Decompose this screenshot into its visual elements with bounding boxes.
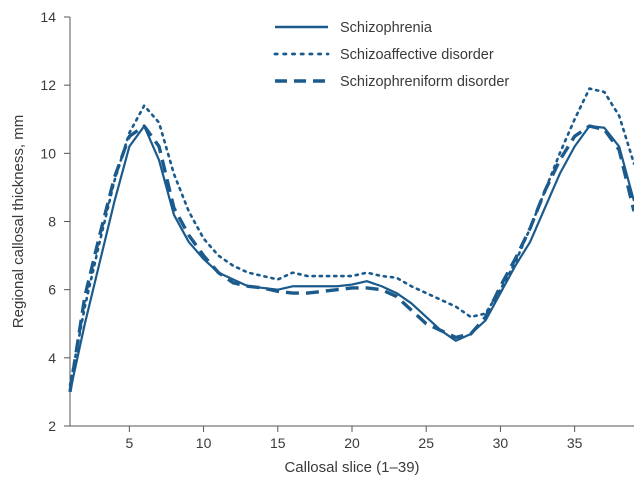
y-tick-label: 2 bbox=[48, 418, 56, 434]
series-line-2 bbox=[68, 87, 634, 387]
legend-label-1: Schizophrenia bbox=[340, 20, 433, 36]
legend-label-3: Schizophreniform disorder bbox=[340, 74, 509, 90]
y-tick-label: 6 bbox=[48, 282, 56, 298]
x-tick-label: 5 bbox=[125, 435, 133, 451]
y-tick-label: 10 bbox=[40, 145, 56, 161]
series-line-1 bbox=[68, 124, 634, 393]
y-axis-title: Regional callosal thickness, mm bbox=[10, 115, 27, 328]
x-tick-label: 35 bbox=[567, 435, 583, 451]
x-tick-label: 10 bbox=[196, 435, 212, 451]
series-layer bbox=[68, 87, 634, 393]
x-tick-label: 15 bbox=[270, 435, 286, 451]
legend: Schizophrenia Schizoaffective disorder Sch… bbox=[273, 20, 509, 90]
legend-label-2: Schizoaffective disorder bbox=[340, 47, 494, 63]
axes: 2 4 6 8 10 12 14 5 10 15 20 25 30 35 bbox=[40, 9, 634, 451]
x-tick-label: 20 bbox=[344, 435, 360, 451]
x-tick-label: 25 bbox=[418, 435, 434, 451]
y-tick-label: 14 bbox=[40, 9, 56, 25]
series-line-3 bbox=[68, 124, 634, 393]
x-tick-label: 30 bbox=[493, 435, 509, 451]
y-tick-label: 8 bbox=[48, 214, 56, 230]
y-tick-label: 4 bbox=[48, 350, 56, 366]
y-tick-label: 12 bbox=[40, 77, 56, 93]
x-axis-title: Callosal slice (1–39) bbox=[284, 459, 419, 476]
